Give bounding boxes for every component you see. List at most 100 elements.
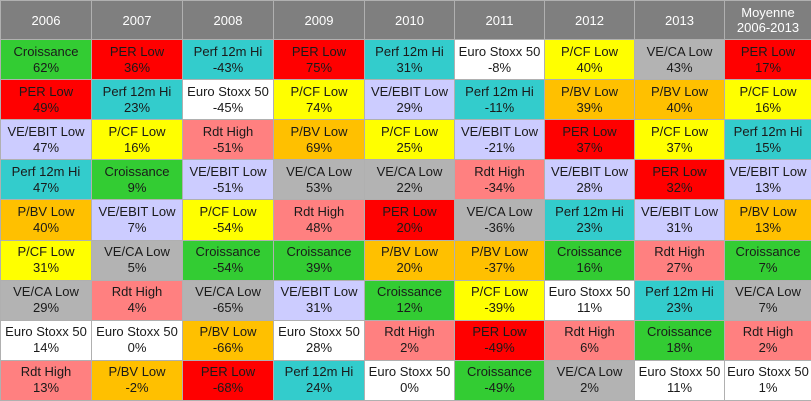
column-header: 2011: [454, 0, 545, 40]
strategy-name: Perf 12m Hi: [11, 163, 81, 179]
strategy-return: -54%: [212, 219, 244, 235]
strategy-return: -39%: [484, 300, 515, 316]
strategy-return: 17%: [754, 59, 782, 75]
strategy-return: 22%: [396, 179, 423, 195]
column-header: Moyenne 2006-2013: [724, 0, 811, 40]
column-header: 2007: [91, 0, 183, 40]
strategy-cell: P/CF Low -54%: [182, 199, 274, 241]
strategy-name: P/BV Low: [739, 203, 797, 219]
strategy-return: 12%: [396, 300, 423, 316]
column-header-label: Moyenne: [741, 5, 795, 20]
table-row: P/BV Low 40% VE/EBIT Low 7% P/CF Low -54% Rdt …: [0, 199, 811, 241]
strategy-cell: VE/CA Low -65%: [182, 279, 274, 321]
strategy-return: -36%: [484, 219, 515, 235]
strategy-cell: Euro Stoxx 50 -45%: [182, 79, 274, 121]
strategy-return: -51%: [212, 179, 244, 195]
column-header-label: 2007: [122, 12, 152, 28]
strategy-return: 16%: [123, 139, 151, 155]
strategy-return: 14%: [32, 340, 60, 356]
column-header: 2013: [634, 0, 725, 40]
strategy-name: Euro Stoxx 50: [458, 43, 541, 59]
strategy-return: 23%: [576, 219, 603, 235]
strategy-name: VE/EBIT Low: [189, 163, 267, 179]
strategy-return: 11%: [576, 300, 603, 316]
strategy-return: 23%: [666, 300, 693, 316]
strategy-return: 2%: [400, 340, 419, 356]
strategy-cell: Perf 12m Hi -11%: [454, 79, 545, 121]
strategy-name: PER Low: [109, 43, 165, 59]
strategy-cell: P/CF Low 40%: [544, 38, 635, 81]
strategy-cell: P/CF Low 16%: [724, 79, 811, 121]
strategy-cell: Croissance 9%: [91, 159, 183, 201]
strategy-return: 31%: [666, 219, 693, 235]
strategy-cell: Rdt High 2%: [724, 319, 811, 361]
strategy-name: P/BV Low: [290, 123, 348, 139]
strategy-return: -54%: [212, 260, 244, 276]
strategy-return: 29%: [396, 99, 423, 115]
strategy-return: 27%: [666, 260, 693, 276]
strategy-cell: Perf 12m Hi 31%: [364, 38, 455, 81]
strategy-return: 31%: [396, 59, 423, 75]
table-body: Croissance 62% PER Low 36% Perf 12m Hi -43% PE…: [0, 38, 811, 401]
strategy-return: 7%: [758, 260, 778, 276]
strategy-cell: P/CF Low -39%: [454, 279, 545, 321]
column-header-label: 2006: [31, 12, 61, 28]
strategy-return: 13%: [32, 380, 60, 396]
strategy-cell: Perf 12m Hi 23%: [91, 79, 183, 121]
strategy-name: Perf 12m Hi: [733, 123, 803, 139]
strategy-name: Rdt High: [111, 284, 163, 300]
strategy-cell: Croissance 39%: [273, 239, 365, 281]
strategy-cell: Perf 12m Hi -43%: [182, 38, 274, 81]
strategy-cell: P/CF Low 31%: [0, 239, 92, 281]
strategy-return: 32%: [666, 179, 693, 195]
strategy-cell: VE/EBIT Low -51%: [182, 159, 274, 201]
strategy-name: Croissance: [646, 324, 713, 340]
strategy-return: 16%: [754, 99, 782, 115]
strategy-return: 9%: [127, 179, 147, 195]
table-row: Euro Stoxx 50 14% Euro Stoxx 50 0% P/BV Low -…: [0, 319, 811, 361]
strategy-return: 48%: [305, 219, 333, 235]
strategy-name: Perf 12m Hi: [284, 364, 354, 380]
strategy-cell: Croissance -54%: [182, 239, 274, 281]
strategy-name: VE/CA Low: [556, 364, 623, 380]
strategy-cell: P/BV Low 20%: [364, 239, 455, 281]
strategy-cell: P/BV Low -37%: [454, 239, 545, 281]
table-row: VE/CA Low 29% Rdt High 4% VE/CA Low -65% VE/EB…: [0, 279, 811, 321]
strategy-name: P/CF Low: [739, 83, 797, 99]
table-row: Perf 12m Hi 47% Croissance 9% VE/EBIT Low -51…: [0, 159, 811, 201]
strategy-name: P/BV Low: [380, 244, 439, 260]
strategy-cell: Croissance 18%: [634, 319, 725, 361]
strategy-name: PER Low: [200, 364, 256, 380]
strategy-cell: VE/CA Low -36%: [454, 199, 545, 241]
column-header: 2010: [364, 0, 455, 40]
strategy-cell: PER Low 20%: [364, 199, 455, 241]
strategy-name: Euro Stoxx 50: [727, 364, 809, 380]
strategy-cell: Euro Stoxx 50 -8%: [454, 38, 545, 81]
strategy-name: P/CF Low: [380, 123, 439, 139]
strategy-name: Perf 12m Hi: [555, 203, 624, 219]
strategy-cell: Perf 12m Hi 24%: [273, 359, 365, 401]
strategy-return: 25%: [396, 139, 423, 155]
strategy-name: Croissance: [286, 244, 352, 260]
strategy-name: Croissance: [104, 163, 170, 179]
strategy-cell: PER Low 32%: [634, 159, 725, 201]
column-header-label: 2011: [485, 12, 514, 28]
strategy-cell: PER Low 49%: [0, 79, 92, 121]
strategy-return: 39%: [305, 260, 333, 276]
strategy-name: Rdt High: [384, 324, 435, 340]
strategy-return: -8%: [487, 59, 512, 75]
strategy-name: PER Low: [652, 163, 707, 179]
strategy-return: 6%: [580, 340, 599, 356]
strategy-name: VE/EBIT Low: [7, 123, 85, 139]
strategy-cell: VE/CA Low 7%: [724, 279, 811, 321]
strategy-name: P/CF Low: [290, 83, 348, 99]
strategy-return: -43%: [212, 59, 244, 75]
strategy-return: 7%: [758, 300, 778, 316]
strategy-cell: Croissance -49%: [454, 359, 545, 401]
strategy-name: P/BV Low: [650, 83, 709, 99]
strategy-name: Perf 12m Hi: [645, 284, 714, 300]
table-row: Rdt High 13% P/BV Low -2% PER Low -68% Perf 12…: [0, 359, 811, 401]
strategy-cell: PER Low 75%: [273, 38, 365, 81]
strategy-return: 0%: [127, 340, 147, 356]
